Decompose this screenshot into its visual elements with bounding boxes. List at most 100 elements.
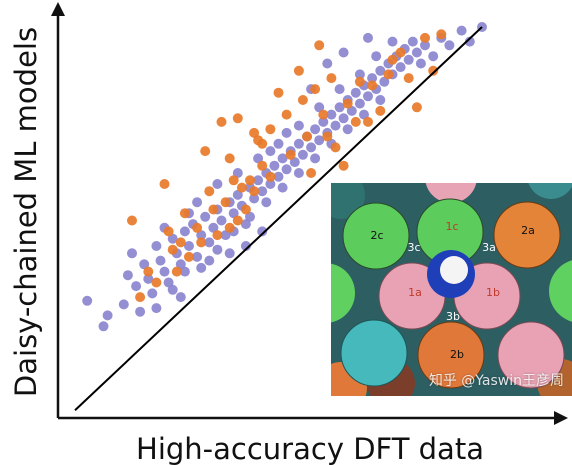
point-purple bbox=[375, 95, 386, 105]
point-orange bbox=[179, 208, 190, 219]
point-orange bbox=[220, 197, 231, 208]
point-purple bbox=[212, 244, 223, 255]
point-purple bbox=[289, 157, 300, 168]
point-purple bbox=[338, 113, 349, 124]
point-orange bbox=[330, 142, 341, 153]
point-purple bbox=[155, 255, 166, 266]
point-purple bbox=[204, 237, 215, 248]
x-axis-label: High-accuracy DFT data bbox=[136, 432, 484, 465]
point-purple bbox=[363, 91, 373, 102]
point-orange bbox=[285, 149, 296, 160]
point-orange bbox=[383, 69, 394, 80]
point-orange bbox=[236, 182, 247, 193]
site-label-1c: 1c bbox=[445, 220, 458, 233]
point-orange bbox=[363, 116, 373, 127]
site-label-3b: 3b bbox=[446, 310, 460, 323]
point-purple bbox=[208, 222, 219, 233]
point-purple bbox=[228, 208, 239, 219]
point-purple bbox=[240, 241, 251, 251]
site-label-3a: 3a bbox=[482, 241, 496, 254]
point-purple bbox=[310, 124, 321, 135]
point-purple bbox=[444, 40, 455, 51]
point-purple bbox=[293, 120, 304, 131]
green-atom-2c bbox=[342, 202, 410, 270]
point-orange bbox=[228, 175, 239, 186]
point-orange bbox=[232, 113, 243, 124]
point-orange bbox=[167, 244, 178, 255]
green-atom bbox=[331, 263, 355, 323]
point-purple bbox=[196, 230, 207, 241]
point-purple bbox=[411, 47, 422, 58]
orange-atom-2b bbox=[417, 321, 485, 389]
adsorbate-white-atom bbox=[440, 256, 468, 284]
point-purple bbox=[342, 124, 353, 135]
fit-line bbox=[74, 26, 483, 411]
point-orange bbox=[265, 124, 276, 135]
point-orange bbox=[302, 131, 312, 142]
site-label-2b: 2b bbox=[450, 348, 464, 361]
point-purple bbox=[407, 36, 418, 47]
pink-atom bbox=[497, 321, 565, 389]
teal-atom bbox=[528, 183, 572, 199]
point-orange bbox=[208, 204, 219, 215]
point-purple bbox=[281, 164, 292, 175]
point-purple bbox=[387, 36, 398, 47]
point-orange bbox=[151, 277, 162, 288]
point-orange bbox=[326, 73, 337, 84]
point-purple bbox=[196, 262, 207, 273]
point-purple bbox=[314, 102, 325, 113]
point-purple bbox=[179, 266, 190, 277]
point-orange bbox=[135, 292, 146, 303]
point-purple bbox=[314, 135, 325, 146]
point-purple bbox=[350, 87, 361, 98]
point-purple bbox=[273, 171, 284, 182]
point-orange bbox=[293, 65, 304, 76]
point-purple bbox=[371, 51, 382, 62]
point-purple bbox=[354, 69, 365, 80]
point-orange bbox=[204, 186, 215, 197]
point-purple bbox=[346, 105, 357, 116]
point-purple bbox=[192, 197, 203, 208]
point-purple bbox=[310, 153, 321, 164]
orange-atom-2a bbox=[493, 201, 561, 269]
point-purple bbox=[265, 146, 276, 157]
y-axis-arrow bbox=[51, 2, 65, 16]
point-orange bbox=[171, 266, 182, 277]
point-purple bbox=[265, 179, 276, 189]
point-purple bbox=[273, 138, 284, 149]
point-purple bbox=[334, 84, 345, 95]
point-purple bbox=[257, 226, 268, 237]
point-purple bbox=[147, 288, 158, 299]
point-orange bbox=[322, 131, 333, 142]
point-purple bbox=[127, 248, 137, 259]
point-orange bbox=[224, 153, 235, 164]
point-purple bbox=[135, 306, 146, 317]
point-purple bbox=[143, 273, 154, 284]
point-orange bbox=[240, 204, 251, 215]
site-label-3c: 3c bbox=[407, 241, 420, 254]
point-purple bbox=[232, 168, 243, 178]
point-purple bbox=[330, 120, 341, 131]
point-purple bbox=[184, 241, 194, 251]
point-purple bbox=[261, 197, 272, 208]
point-purple bbox=[253, 153, 264, 164]
point-purple bbox=[318, 116, 329, 127]
point-purple bbox=[338, 47, 349, 58]
point-purple bbox=[249, 193, 260, 204]
point-orange bbox=[212, 230, 223, 241]
site-inset-drawing: 2c 1c 2a 3c 3a 1a 1b 3b 2b bbox=[331, 183, 572, 396]
point-purple bbox=[151, 303, 162, 314]
y-axis-label: Daisy-chained ML models bbox=[9, 27, 43, 397]
site-inset-image: 2c 1c 2a 3c 3a 1a 1b 3b 2b 知乎 @Yaswin王彦周 bbox=[331, 183, 572, 396]
point-orange bbox=[297, 95, 308, 105]
point-purple bbox=[306, 142, 317, 153]
point-purple bbox=[428, 51, 439, 62]
point-orange bbox=[310, 84, 321, 95]
point-purple bbox=[379, 76, 390, 87]
point-orange bbox=[411, 102, 422, 113]
point-purple bbox=[179, 226, 190, 237]
point-orange bbox=[395, 47, 406, 58]
point-purple bbox=[415, 58, 426, 69]
point-purple bbox=[456, 25, 467, 36]
